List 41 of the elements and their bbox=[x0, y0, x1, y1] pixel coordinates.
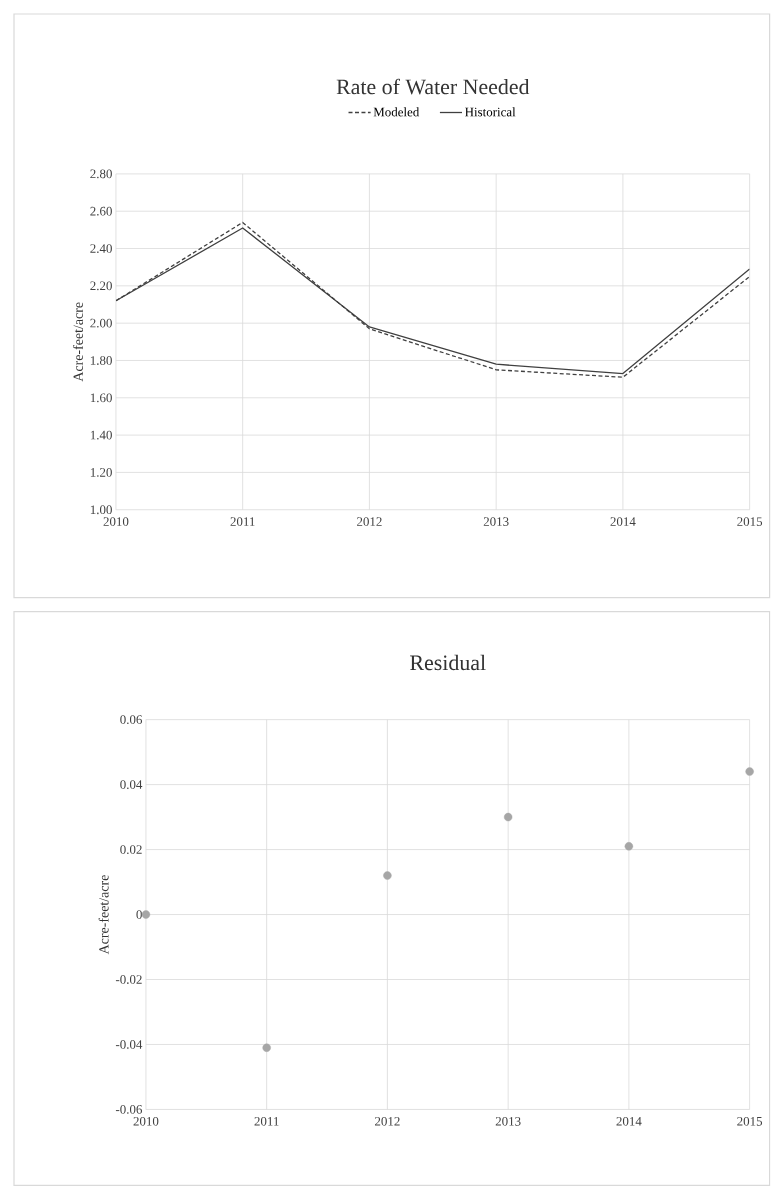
point bbox=[141, 910, 151, 919]
x-tick-label: 2011 bbox=[254, 1116, 279, 1126]
y-tick-label: 0.02 bbox=[120, 845, 142, 854]
y-tick-label: 1.40 bbox=[91, 430, 113, 440]
y-tick-label: 2.20 bbox=[90, 281, 113, 291]
y-tick-label: 0.06 bbox=[120, 715, 143, 725]
y-tick-label: -0.04 bbox=[116, 1040, 143, 1049]
x-tick-label: 2011 bbox=[230, 517, 255, 526]
x-tick-label: 2013 bbox=[495, 1116, 521, 1126]
x-tick-label: 2010 bbox=[133, 1116, 159, 1126]
x-tick-label: 2014 bbox=[610, 517, 636, 526]
y-axis-title: Acre-feet/acre bbox=[73, 302, 84, 382]
legend-label: Historical bbox=[465, 107, 516, 117]
point bbox=[262, 1043, 272, 1052]
x-tick-label: 2015 bbox=[737, 517, 763, 526]
legend-label: Modeled bbox=[373, 107, 420, 117]
x-tick-label: 2013 bbox=[483, 517, 509, 526]
y-tick-label: 1.00 bbox=[91, 505, 113, 515]
point bbox=[745, 767, 755, 776]
x-tick-label: 2014 bbox=[616, 1116, 642, 1126]
point bbox=[624, 842, 634, 851]
point bbox=[504, 812, 513, 822]
chart-title: Residual bbox=[410, 654, 486, 671]
y-axis-title: Acre-feet/acre bbox=[98, 875, 109, 955]
x-tick-label: 2010 bbox=[103, 517, 129, 526]
y-tick-label: 1.20 bbox=[91, 468, 113, 477]
y-tick-label: 1.80 bbox=[91, 356, 113, 365]
y-tick-label: 0.04 bbox=[120, 780, 143, 789]
x-tick-label: 2015 bbox=[737, 1116, 763, 1126]
y-tick-label: 2.00 bbox=[90, 318, 113, 328]
y-tick-label: 2.80 bbox=[90, 169, 113, 179]
y-tick-label: 2.60 bbox=[90, 206, 113, 216]
point bbox=[383, 871, 392, 880]
y-tick-label: 1.60 bbox=[91, 393, 113, 403]
x-tick-label: 2012 bbox=[375, 1116, 400, 1126]
x-tick-label: 2012 bbox=[357, 517, 382, 526]
y-tick-label: -0.06 bbox=[116, 1105, 143, 1114]
y-tick-label: 2.40 bbox=[90, 244, 113, 253]
y-tick-label: 0 bbox=[136, 910, 143, 919]
chart-title: Rate of Water Needed bbox=[336, 78, 530, 95]
y-tick-label: -0.02 bbox=[116, 975, 142, 984]
